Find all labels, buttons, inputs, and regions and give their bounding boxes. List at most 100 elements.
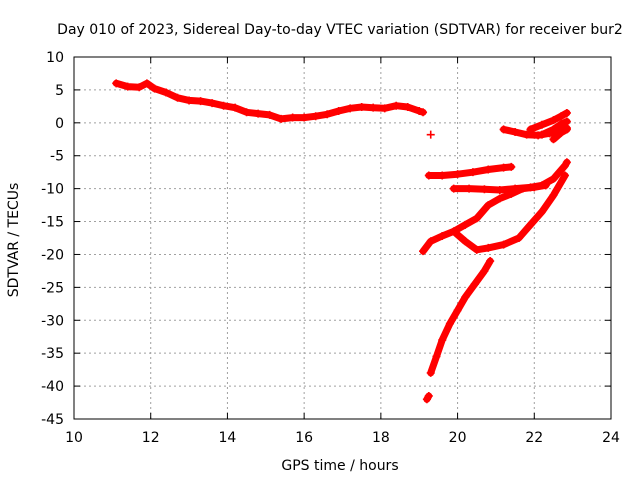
data-point: [549, 191, 558, 200]
chart-title: Day 010 of 2023, Sidereal Day-to-day VTE…: [57, 22, 623, 38]
data-point: [499, 240, 508, 249]
data-point: [549, 135, 558, 144]
y-tick-label: -5: [50, 149, 64, 165]
data-point: [196, 97, 205, 106]
data-point: [499, 125, 508, 134]
data-point: [208, 99, 217, 108]
data-point: [507, 189, 516, 198]
data-layer: [112, 79, 571, 404]
y-tick-label: -10: [41, 182, 64, 198]
data-point: [526, 125, 535, 134]
data-point: [495, 185, 504, 194]
data-point: [265, 110, 274, 119]
data-trace: [450, 172, 569, 254]
y-tick-labels: 10 5 0 -5 -10 -15 -20 -25 -30 -35 -40 -45: [41, 50, 64, 428]
plot-area-frame: [73, 56, 612, 420]
data-point: [432, 352, 441, 361]
y-tick-label: -15: [41, 215, 64, 231]
data-point: [150, 84, 159, 93]
x-tick-label: 12: [142, 430, 160, 446]
data-point: [484, 243, 493, 252]
data-point: [557, 120, 566, 129]
data-point: [541, 181, 550, 190]
y-tick-label: 10: [46, 50, 64, 66]
x-tick-label: 24: [602, 430, 620, 446]
x-tick-label: 14: [219, 430, 237, 446]
data-point: [426, 237, 435, 246]
data-point: [346, 104, 355, 113]
x-tick-label: 10: [65, 430, 83, 446]
data-point: [112, 79, 121, 88]
data-point: [142, 79, 151, 88]
x-tick-label: 16: [295, 430, 313, 446]
data-point: [530, 183, 539, 192]
data-point: [277, 114, 286, 123]
y-tick-label: -20: [41, 247, 64, 263]
data-point: [288, 113, 297, 122]
data-point: [380, 104, 389, 113]
data-point: [426, 130, 435, 139]
data-point: [470, 280, 479, 289]
data-point: [311, 112, 320, 121]
data-point: [486, 257, 495, 266]
data-point: [438, 171, 447, 180]
x-tick-labels: 10 12 14 16 18 20 22 24: [65, 430, 620, 446]
y-tick-label: -45: [41, 412, 64, 428]
data-point: [526, 220, 535, 229]
data-point: [562, 108, 571, 117]
x-axis-label: GPS time / hours: [281, 458, 398, 474]
data-point: [562, 125, 571, 134]
data-point: [231, 103, 240, 112]
data-point: [438, 232, 447, 241]
data-point: [549, 125, 558, 134]
data-point: [449, 184, 458, 193]
data-point: [415, 106, 424, 115]
data-point: [472, 214, 481, 223]
data-point: [162, 88, 171, 97]
data-point: [357, 103, 366, 112]
data-point: [518, 184, 527, 193]
data-point: [537, 207, 546, 216]
data-point: [392, 101, 401, 110]
data-point: [461, 237, 470, 246]
data-point: [499, 163, 508, 172]
data-point: [369, 103, 378, 112]
y-tick-label: -25: [41, 280, 64, 296]
data-point: [537, 130, 546, 139]
data-point: [419, 247, 428, 256]
y-tick-label: 0: [55, 116, 64, 132]
y-tick-label: -30: [41, 313, 64, 329]
data-point: [300, 113, 309, 122]
data-point: [495, 194, 504, 203]
y-axis-label: SDTVAR / TECUs: [6, 183, 22, 298]
data-point: [522, 130, 531, 139]
data-point: [480, 185, 489, 194]
data-point: [484, 165, 493, 174]
data-point: [465, 184, 474, 193]
data-point: [480, 266, 489, 275]
data-point: [323, 110, 332, 119]
axis-ticks: [73, 56, 612, 420]
data-point: [537, 120, 546, 129]
data-point: [472, 245, 481, 254]
x-tick-label: 22: [525, 430, 543, 446]
data-point: [557, 112, 566, 121]
data-point: [242, 108, 251, 117]
data-point: [562, 117, 571, 126]
data-point: [135, 83, 144, 92]
data-point: [334, 106, 343, 115]
data-point: [484, 201, 493, 210]
data-point: [468, 168, 477, 177]
data-point: [254, 109, 263, 118]
data-point: [461, 293, 470, 302]
data-point: [173, 93, 182, 102]
data-point: [562, 158, 571, 167]
data-point: [422, 395, 431, 404]
data-point: [123, 82, 132, 91]
data-point: [511, 128, 520, 137]
data-point: [560, 171, 569, 180]
data-point: [549, 116, 558, 125]
data-point: [445, 319, 454, 328]
data-point: [449, 227, 458, 236]
